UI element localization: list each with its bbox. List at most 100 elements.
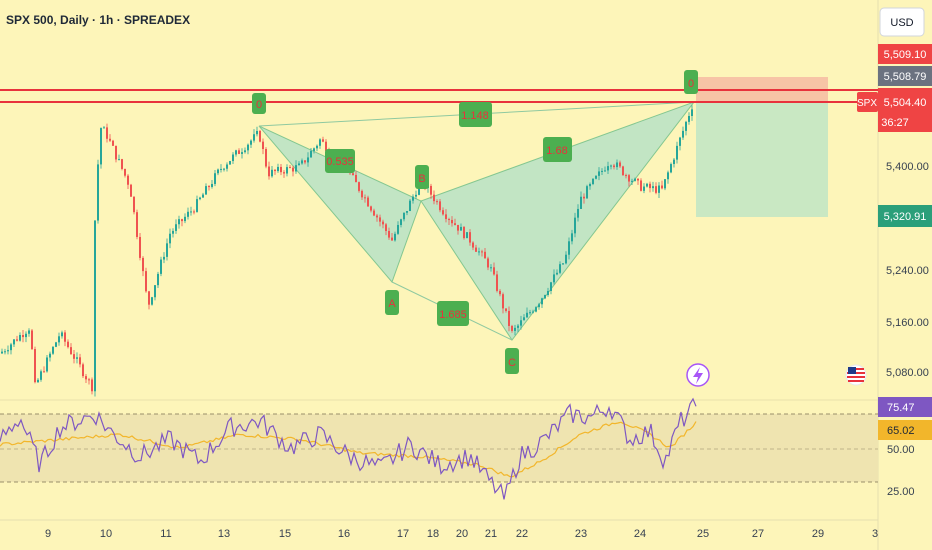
candle-body — [241, 152, 243, 154]
candle-body — [265, 149, 267, 167]
time-axis[interactable]: 9 10 11 13 15 16 17 18 20 21 22 23 24 25… — [45, 528, 878, 540]
candle-body — [286, 167, 288, 174]
candle-body — [25, 333, 27, 338]
candle-body — [403, 212, 405, 220]
candle-body — [442, 210, 444, 215]
svg-text:36:27: 36:27 — [881, 117, 909, 129]
candle-body — [667, 172, 669, 180]
pattern-label-x[interactable]: 0 — [252, 93, 266, 114]
candle-body — [190, 211, 192, 213]
candle-body — [484, 251, 486, 259]
candle-body — [196, 199, 198, 212]
candle-body — [577, 208, 579, 218]
price-axis[interactable]: 5,400.00 5,240.00 5,160.00 5,080.00 — [886, 161, 929, 379]
svg-text:5,508.79: 5,508.79 — [884, 71, 927, 83]
candle-body — [112, 140, 114, 146]
candle-body — [517, 325, 519, 328]
candle-body — [532, 311, 534, 313]
candle-body — [31, 330, 33, 350]
candle-body — [157, 273, 159, 286]
candle-body — [34, 349, 36, 383]
pattern-label-a[interactable]: A — [385, 290, 399, 315]
svg-text:5,504.40: 5,504.40 — [884, 97, 927, 109]
candle-body — [175, 224, 177, 231]
candle-body — [448, 219, 450, 221]
candle-body — [163, 256, 165, 260]
time-tick-label: 29 — [812, 528, 824, 540]
candle-body — [148, 291, 150, 305]
candle-body — [556, 272, 558, 275]
candle-body — [541, 298, 543, 305]
pattern-label-d[interactable]: 0 — [684, 70, 698, 94]
candle-body — [655, 186, 657, 193]
candle-body — [565, 254, 567, 264]
candle-body — [382, 221, 384, 225]
svg-text:B: B — [418, 173, 425, 185]
candle-body — [676, 145, 678, 160]
rsi-band — [0, 414, 878, 482]
candle-body — [85, 376, 87, 380]
candle-body — [262, 141, 264, 150]
svg-text:1.68: 1.68 — [546, 145, 567, 157]
candle-body — [664, 179, 666, 189]
candle-body — [637, 178, 639, 181]
candle-body — [580, 196, 582, 209]
candle-body — [370, 206, 372, 211]
lightning-icon[interactable] — [686, 363, 710, 387]
time-tick-label: 10 — [100, 528, 112, 540]
pattern-label-b[interactable]: B — [415, 165, 429, 189]
time-tick-label: 23 — [575, 528, 587, 540]
candle-body — [475, 247, 477, 252]
candle-body — [412, 196, 414, 201]
pattern-label-c[interactable]: C — [505, 348, 519, 374]
candle-body — [553, 274, 555, 283]
candle-body — [460, 226, 462, 231]
price-tick-label: 5,160.00 — [886, 317, 929, 329]
candle-body — [376, 215, 378, 218]
candle-body — [436, 201, 438, 203]
ratio-label-xb: 0.535 — [325, 149, 355, 173]
candle-body — [151, 297, 153, 305]
candle-body — [559, 264, 561, 273]
candle-body — [505, 308, 507, 311]
candle-body — [595, 175, 597, 179]
candle-body — [685, 121, 687, 131]
candle-body — [154, 285, 156, 298]
candle-body — [235, 150, 237, 155]
candle-body — [586, 186, 588, 199]
rsi-ma-tag: 65.02 — [878, 420, 932, 440]
candle-body — [214, 173, 216, 184]
candle-body — [583, 196, 585, 199]
candle-body — [658, 185, 660, 193]
us-flag-icon[interactable] — [845, 364, 867, 386]
candle-body — [673, 159, 675, 165]
candle-body — [478, 251, 480, 253]
svg-text:5,320.91: 5,320.91 — [884, 211, 927, 223]
candle-body — [274, 169, 276, 172]
candle-body — [82, 364, 84, 377]
time-tick-label: 15 — [279, 528, 291, 540]
candle-body — [406, 210, 408, 213]
svg-text:0: 0 — [256, 99, 262, 111]
candle-body — [121, 159, 123, 169]
candle-body — [292, 167, 294, 172]
candle-body — [361, 190, 363, 198]
candle-body — [115, 145, 117, 160]
candle-body — [544, 295, 546, 299]
currency-button[interactable] — [879, 7, 925, 37]
candle-body — [109, 138, 111, 141]
candle-body — [526, 312, 528, 318]
candle-body — [385, 224, 387, 231]
candle-body — [166, 243, 168, 257]
currency-label: USD — [890, 17, 913, 29]
svg-text:5,509.10: 5,509.10 — [884, 49, 927, 61]
candle-body — [496, 274, 498, 291]
candle-body — [79, 357, 81, 365]
candle-body — [481, 251, 483, 253]
candle-body — [394, 233, 396, 241]
candle-body — [400, 219, 402, 225]
candle-body — [592, 178, 594, 184]
candle-body — [691, 109, 693, 117]
price-tag-5320: 5,320.91 — [878, 205, 932, 227]
